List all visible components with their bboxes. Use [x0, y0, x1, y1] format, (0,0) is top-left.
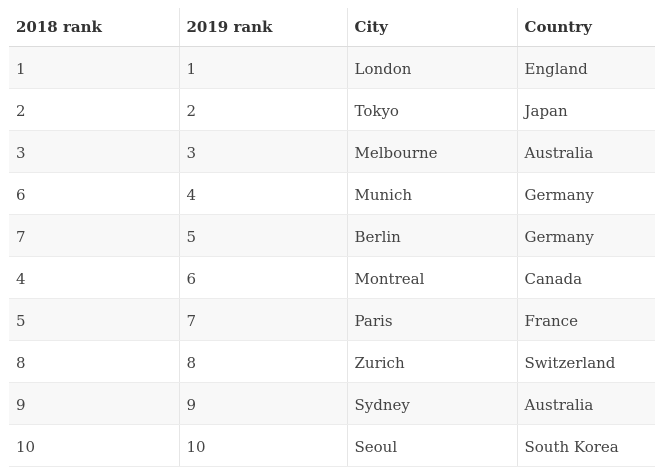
cell-country: Japan: [517, 88, 655, 131]
cell-country: Australia: [517, 382, 655, 425]
cell-2018-rank: 8: [9, 340, 180, 383]
table-row: 6 4 Munich Germany: [9, 172, 655, 215]
header-country: Country: [517, 8, 655, 47]
cell-2019-rank: 5: [179, 214, 348, 257]
header-row: 2018 rank 2019 rank City Country: [9, 8, 655, 47]
cell-2018-rank: 4: [9, 256, 180, 299]
cell-city: Munich: [347, 172, 518, 215]
cell-2019-rank: 3: [179, 130, 348, 173]
cell-2018-rank: 10: [9, 424, 180, 467]
table-row: 10 10 Seoul South Korea: [9, 424, 655, 467]
cell-2018-rank: 5: [9, 298, 180, 341]
cell-country: Switzerland: [517, 340, 655, 383]
cell-2019-rank: 4: [179, 172, 348, 215]
rankings-table-container: 2018 rank 2019 rank City Country 1 1 Lon…: [9, 8, 655, 467]
cell-2019-rank: 10: [179, 424, 348, 467]
table-row: 4 6 Montreal Canada: [9, 256, 655, 299]
cell-country: Germany: [517, 172, 655, 215]
cell-city: Seoul: [347, 424, 518, 467]
cell-country: Germany: [517, 214, 655, 257]
cell-city: London: [347, 46, 518, 89]
table-row: 9 9 Sydney Australia: [9, 382, 655, 425]
cell-2018-rank: 9: [9, 382, 180, 425]
table-row: 1 1 London England: [9, 46, 655, 89]
table-row: 5 7 Paris France: [9, 298, 655, 341]
cell-2019-rank: 8: [179, 340, 348, 383]
table-body: 1 1 London England 2 2 Tokyo Japan 3 3 M…: [9, 46, 655, 467]
table-row: 3 3 Melbourne Australia: [9, 130, 655, 173]
cell-2019-rank: 6: [179, 256, 348, 299]
header-2018-rank: 2018 rank: [9, 8, 180, 47]
cell-country: South Korea: [517, 424, 655, 467]
cell-country: France: [517, 298, 655, 341]
table-row: 8 8 Zurich Switzerland: [9, 340, 655, 383]
cell-country: England: [517, 46, 655, 89]
table-row: 7 5 Berlin Germany: [9, 214, 655, 257]
header-city: City: [347, 8, 518, 47]
cell-2019-rank: 2: [179, 88, 348, 131]
cell-2019-rank: 1: [179, 46, 348, 89]
cell-city: Zurich: [347, 340, 518, 383]
cell-city: Berlin: [347, 214, 518, 257]
cell-city: Montreal: [347, 256, 518, 299]
cell-2018-rank: 7: [9, 214, 180, 257]
table-row: 2 2 Tokyo Japan: [9, 88, 655, 131]
cell-2018-rank: 1: [9, 46, 180, 89]
cell-city: Tokyo: [347, 88, 518, 131]
cell-2018-rank: 6: [9, 172, 180, 215]
cell-city: Paris: [347, 298, 518, 341]
cell-city: Sydney: [347, 382, 518, 425]
city-rankings-table: 2018 rank 2019 rank City Country 1 1 Lon…: [9, 8, 655, 467]
header-2019-rank: 2019 rank: [179, 8, 348, 47]
cell-2019-rank: 9: [179, 382, 348, 425]
cell-2019-rank: 7: [179, 298, 348, 341]
table-header: 2018 rank 2019 rank City Country: [9, 8, 655, 47]
cell-country: Australia: [517, 130, 655, 173]
cell-city: Melbourne: [347, 130, 518, 173]
cell-2018-rank: 3: [9, 130, 180, 173]
cell-country: Canada: [517, 256, 655, 299]
cell-2018-rank: 2: [9, 88, 180, 131]
